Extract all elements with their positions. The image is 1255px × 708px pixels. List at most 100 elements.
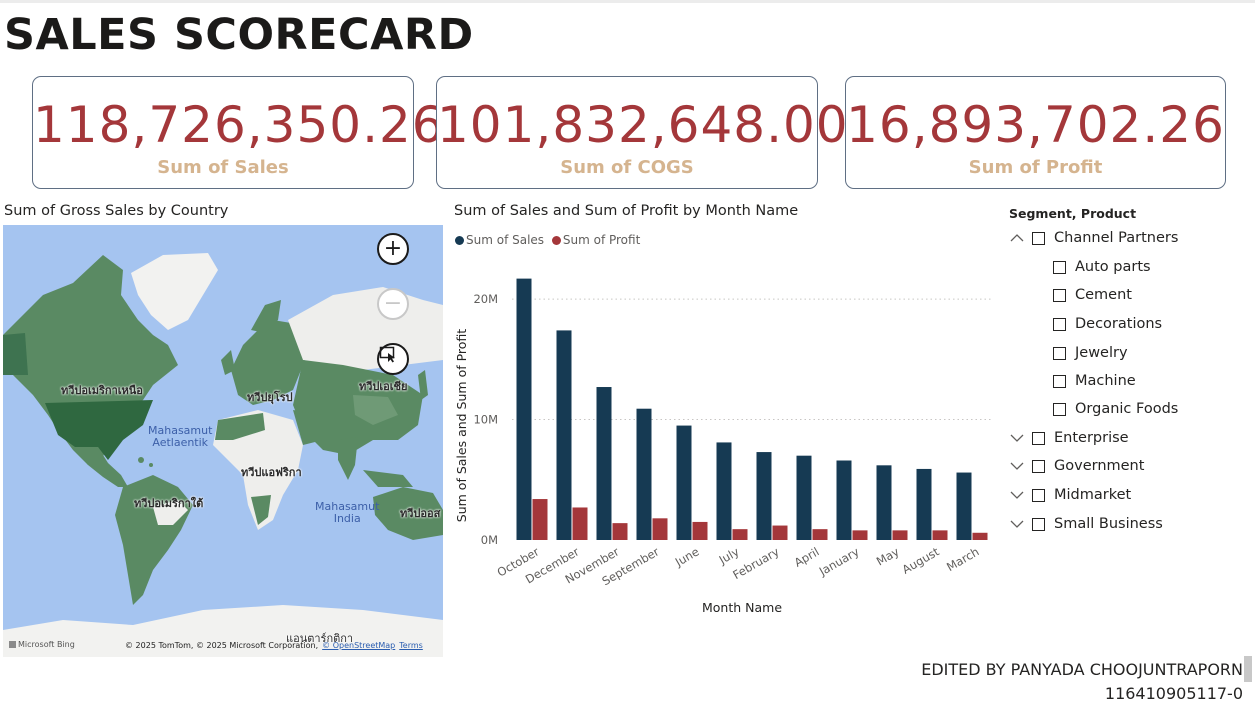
slicer-item-enterprise[interactable]: Enterprise — [1010, 427, 1129, 449]
antarctica-shape — [3, 605, 443, 657]
island-shape — [138, 457, 144, 463]
chevron-up-icon[interactable] — [1010, 231, 1024, 245]
slicer-item-label: Enterprise — [1054, 430, 1129, 446]
map-canvas — [3, 253, 443, 657]
island-shape — [149, 463, 153, 467]
checkbox[interactable] — [1032, 488, 1045, 502]
y-tick-label: 10M — [473, 413, 498, 427]
slicer-item-decorations[interactable]: Decorations — [1053, 313, 1162, 335]
bar-sales-june[interactable] — [676, 425, 692, 540]
bar-sales-august[interactable] — [916, 468, 932, 540]
bing-logo: Microsoft Bing — [9, 640, 75, 649]
legend-item-profit[interactable]: Sum of Profit — [551, 233, 640, 247]
kpi-card-sales[interactable]: 118,726,350.26 Sum of Sales — [32, 76, 445, 189]
checkbox[interactable] — [1053, 374, 1066, 388]
legend-dot-sales — [455, 236, 464, 245]
indonesia-shape — [363, 470, 413, 487]
chevron-down-icon[interactable] — [1010, 488, 1024, 502]
kpi-value-sales: 118,726,350.26 — [33, 96, 445, 154]
x-tick-label: March — [944, 544, 981, 574]
x-tick-label: January — [816, 544, 862, 579]
japan-shape — [418, 370, 428, 400]
bar-profit-september[interactable] — [652, 518, 668, 540]
bar-profit-february[interactable] — [772, 525, 788, 540]
x-tick-label: February — [730, 544, 781, 582]
checkbox[interactable] — [1053, 288, 1066, 302]
slicer-item-label: Jewelry — [1075, 345, 1128, 361]
slicer-item-label: Channel Partners — [1054, 230, 1179, 246]
bar-sales-may[interactable] — [876, 465, 892, 540]
map-attribution: © 2025 TomTom, © 2025 Microsoft Corporat… — [125, 641, 423, 650]
slicer-item-jewelry[interactable]: Jewelry — [1053, 342, 1128, 364]
legend-item-sales[interactable]: Sum of Sales — [455, 233, 544, 247]
slicer-item-auto-parts[interactable]: Auto parts — [1053, 256, 1151, 278]
bar-sales-february[interactable] — [756, 452, 772, 540]
bar-sales-january[interactable] — [836, 460, 852, 541]
slicer-item-machine[interactable]: Machine — [1053, 370, 1136, 392]
middle-east-shape — [293, 410, 323, 445]
checkbox[interactable] — [1053, 346, 1066, 360]
bar-sales-november[interactable] — [596, 387, 612, 540]
x-tick-label: June — [672, 544, 702, 569]
usa-shape — [45, 400, 153, 460]
checkbox[interactable] — [1053, 402, 1066, 416]
gross-sales-map[interactable]: ทวีปอเมริกาเหนือ ทวีปยุโรป ทวีปเอเชีย ทว… — [3, 225, 443, 657]
bar-profit-january[interactable] — [852, 530, 868, 540]
page-title: SALES SCORECARD — [4, 10, 474, 60]
zoom-out-button[interactable]: − — [377, 288, 409, 320]
y-tick-label: 20M — [473, 292, 498, 306]
kpi-label-sales: Sum of Sales — [157, 157, 289, 178]
slicer-item-label: Auto parts — [1075, 259, 1151, 275]
scandinavia-shape — [251, 300, 281, 333]
bar-profit-may[interactable] — [892, 530, 908, 540]
slicer-item-cement[interactable]: Cement — [1053, 284, 1132, 306]
checkbox[interactable] — [1032, 517, 1045, 531]
label-oceania: ทวีปออส — [400, 507, 441, 520]
bar-profit-december[interactable] — [572, 507, 588, 540]
kpi-card-cogs[interactable]: 101,832,648.00 Sum of COGS — [436, 76, 848, 189]
bar-profit-october[interactable] — [532, 499, 548, 540]
bar-sales-october[interactable] — [516, 278, 532, 540]
top-divider — [0, 0, 1255, 3]
checkbox[interactable] — [1053, 317, 1066, 331]
legend-dot-profit — [551, 236, 561, 245]
slicer-item-channel-partners[interactable]: Channel Partners — [1010, 227, 1178, 249]
kpi-card-profit[interactable]: 16,893,702.26 Sum of Profit — [845, 76, 1226, 189]
x-axis-title: Month Name — [702, 600, 782, 615]
chevron-down-icon[interactable] — [1010, 517, 1024, 531]
zoom-in-button[interactable]: + — [377, 233, 409, 265]
bar-sales-july[interactable] — [716, 442, 732, 540]
chevron-down-icon[interactable] — [1010, 459, 1024, 473]
slicer-item-midmarket[interactable]: Midmarket — [1010, 484, 1131, 506]
checkbox[interactable] — [1032, 231, 1045, 245]
bar-profit-november[interactable] — [612, 523, 628, 540]
bar-profit-august[interactable] — [932, 530, 948, 540]
bar-profit-march[interactable] — [972, 532, 988, 540]
bar-sales-december[interactable] — [556, 330, 572, 540]
slicer-item-small-business[interactable]: Small Business — [1010, 513, 1163, 535]
page-scrollbar[interactable] — [1244, 656, 1252, 682]
australia-shape — [373, 487, 443, 540]
select-area-icon — [379, 346, 395, 363]
bar-profit-july[interactable] — [732, 529, 748, 540]
bar-profit-june[interactable] — [692, 521, 708, 540]
slicer-item-government[interactable]: Government — [1010, 455, 1144, 477]
greenland-shape — [131, 253, 218, 330]
bar-sales-april[interactable] — [796, 455, 812, 540]
bar-chart: 0M10M20MOctoberDecemberNovemberSeptember… — [454, 278, 992, 615]
chevron-down-icon[interactable] — [1010, 431, 1024, 445]
slicer-item-organic-foods[interactable]: Organic Foods — [1053, 398, 1178, 420]
openstreetmap-link[interactable]: © OpenStreetMap — [322, 641, 396, 650]
bar-sales-march[interactable] — [956, 472, 972, 540]
checkbox[interactable] — [1032, 459, 1045, 473]
europe-shape — [231, 320, 313, 405]
checkbox[interactable] — [1053, 260, 1066, 274]
bar-profit-april[interactable] — [812, 529, 828, 540]
central-america-shape — [75, 447, 128, 487]
terms-link[interactable]: Terms — [399, 641, 423, 650]
bar-sales-september[interactable] — [636, 408, 652, 540]
checkbox[interactable] — [1032, 431, 1045, 445]
map-title: Sum of Gross Sales by Country — [4, 203, 229, 219]
select-area-button[interactable] — [377, 343, 409, 375]
label-europe: ทวีปยุโรป — [247, 391, 293, 404]
